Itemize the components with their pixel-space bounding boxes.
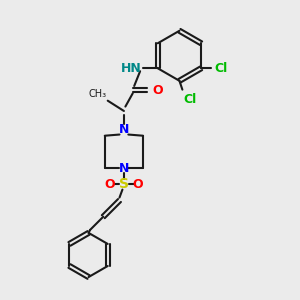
- Text: N: N: [119, 162, 129, 175]
- Text: HN: HN: [121, 62, 142, 75]
- Text: O: O: [152, 84, 163, 97]
- Text: O: O: [104, 178, 115, 191]
- Text: N: N: [119, 123, 129, 136]
- Text: S: S: [119, 177, 129, 191]
- Text: CH₃: CH₃: [88, 89, 106, 99]
- Text: Cl: Cl: [214, 62, 228, 75]
- Text: O: O: [133, 178, 143, 191]
- Text: Cl: Cl: [184, 93, 197, 106]
